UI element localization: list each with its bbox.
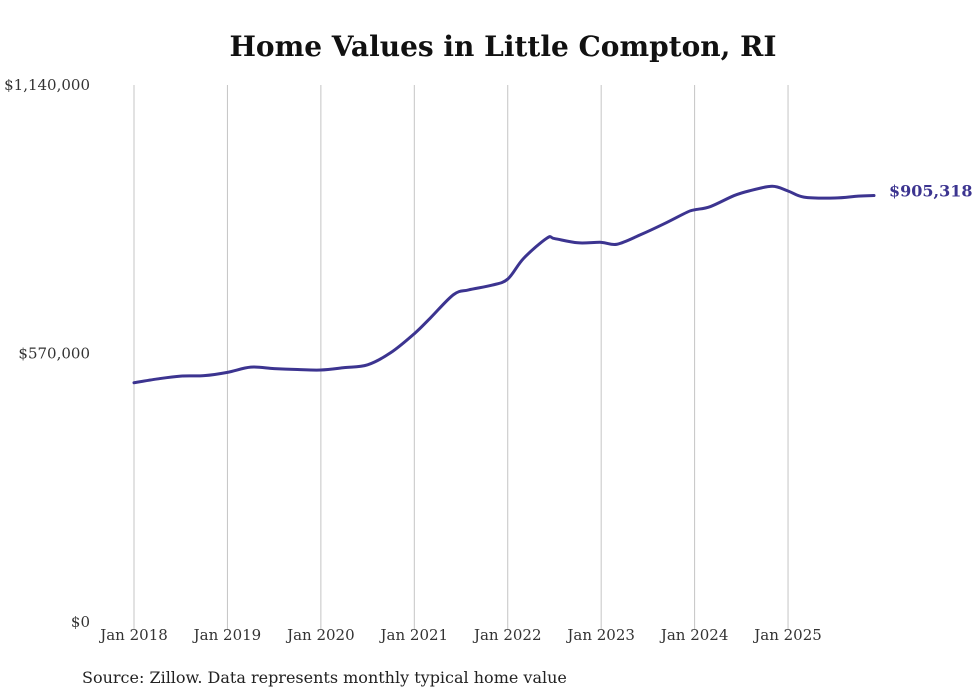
x-axis-ticks: Jan 2018 Jan 2019 Jan 2020 Jan 2021 Jan 2022… xyxy=(98,626,822,644)
y-tick-label: $1,140,000 xyxy=(4,76,90,94)
series-line xyxy=(132,184,876,385)
x-tick-label: Jan 2024 xyxy=(659,626,729,644)
x-tick-label: Jan 2019 xyxy=(192,626,262,644)
gridlines xyxy=(133,85,789,630)
y-axis-ticks: $0 $570,000 $1,140,000 xyxy=(4,76,90,631)
y-tick-label: $570,000 xyxy=(18,345,90,363)
series-layer: $905,318 xyxy=(132,182,973,385)
x-tick-label: Jan 2018 xyxy=(98,626,168,644)
y-tick-label: $0 xyxy=(71,613,90,631)
x-tick-label: Jan 2025 xyxy=(752,626,822,644)
x-tick-label: Jan 2021 xyxy=(379,626,449,644)
x-tick-label: Jan 2020 xyxy=(285,626,355,644)
x-tick-label: Jan 2022 xyxy=(472,626,542,644)
x-tick-label: Jan 2023 xyxy=(565,626,635,644)
source-note: Source: Zillow. Data represents monthly … xyxy=(82,668,567,687)
chart-title: Home Values in Little Compton, RI xyxy=(229,30,777,63)
end-value-label: $905,318 xyxy=(889,182,973,201)
